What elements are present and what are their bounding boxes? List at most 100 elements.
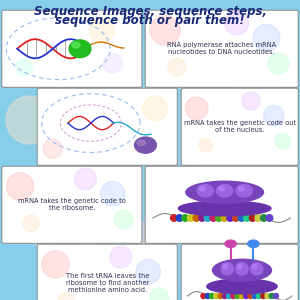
Circle shape	[263, 106, 284, 126]
Ellipse shape	[237, 264, 242, 269]
Circle shape	[244, 215, 250, 221]
Circle shape	[269, 293, 274, 298]
Circle shape	[274, 293, 278, 298]
Circle shape	[193, 215, 200, 221]
Circle shape	[110, 246, 132, 268]
FancyBboxPatch shape	[37, 244, 177, 300]
Circle shape	[243, 129, 285, 171]
Circle shape	[222, 293, 227, 298]
Circle shape	[225, 11, 249, 35]
Text: mRNA takes the genetic code out
of the nucleus.: mRNA takes the genetic code out of the n…	[184, 120, 296, 133]
Circle shape	[168, 58, 186, 76]
Circle shape	[226, 293, 232, 298]
Circle shape	[209, 293, 214, 298]
Ellipse shape	[252, 264, 257, 269]
Circle shape	[232, 215, 239, 221]
Circle shape	[210, 215, 217, 221]
FancyBboxPatch shape	[37, 88, 177, 165]
Circle shape	[189, 150, 261, 222]
Circle shape	[231, 293, 236, 298]
Circle shape	[265, 293, 270, 298]
Circle shape	[69, 243, 111, 285]
Ellipse shape	[197, 184, 214, 197]
FancyBboxPatch shape	[2, 166, 142, 243]
Circle shape	[221, 215, 228, 221]
Circle shape	[275, 134, 291, 149]
Ellipse shape	[248, 240, 259, 247]
Circle shape	[198, 36, 234, 72]
Circle shape	[100, 182, 125, 206]
Circle shape	[242, 92, 260, 110]
Circle shape	[227, 215, 233, 221]
Circle shape	[143, 96, 167, 121]
Ellipse shape	[135, 137, 156, 153]
Circle shape	[268, 53, 289, 74]
Circle shape	[75, 168, 96, 190]
Circle shape	[185, 97, 208, 120]
Circle shape	[150, 15, 180, 45]
Ellipse shape	[223, 264, 227, 269]
Ellipse shape	[219, 186, 225, 191]
Circle shape	[103, 54, 122, 73]
Circle shape	[249, 215, 256, 221]
Circle shape	[6, 173, 34, 200]
Circle shape	[228, 57, 282, 111]
Ellipse shape	[221, 262, 233, 275]
Circle shape	[199, 138, 212, 152]
Circle shape	[205, 293, 210, 298]
Ellipse shape	[69, 40, 91, 58]
Circle shape	[16, 59, 32, 75]
Circle shape	[201, 293, 206, 298]
Circle shape	[235, 293, 240, 298]
Circle shape	[255, 215, 262, 221]
Circle shape	[261, 215, 267, 221]
Text: The first tRNA leaves the
ribosome to find another
methionine amino acid.: The first tRNA leaves the ribosome to fi…	[66, 273, 149, 293]
Text: Sequence Images, sequence steps,: Sequence Images, sequence steps,	[34, 4, 266, 18]
Circle shape	[6, 96, 54, 144]
Ellipse shape	[212, 259, 272, 281]
Circle shape	[218, 293, 223, 298]
Circle shape	[256, 293, 261, 298]
Ellipse shape	[225, 240, 236, 247]
Circle shape	[216, 215, 222, 221]
Circle shape	[15, 186, 75, 246]
Circle shape	[90, 18, 114, 43]
Circle shape	[23, 215, 39, 231]
Circle shape	[252, 293, 257, 298]
Circle shape	[253, 24, 280, 51]
Circle shape	[214, 293, 219, 298]
Circle shape	[136, 260, 160, 284]
Circle shape	[114, 210, 133, 229]
Text: RNA polymerase attaches mRNA
nucleotides to DNA nucleotides.: RNA polymerase attaches mRNA nucleotides…	[167, 42, 276, 55]
Circle shape	[199, 215, 205, 221]
Ellipse shape	[186, 181, 263, 203]
Circle shape	[261, 293, 266, 298]
Circle shape	[252, 198, 288, 234]
Ellipse shape	[72, 42, 80, 48]
Circle shape	[182, 215, 188, 221]
Ellipse shape	[199, 186, 205, 191]
Circle shape	[58, 293, 74, 300]
Circle shape	[43, 139, 62, 158]
Ellipse shape	[250, 262, 263, 275]
Ellipse shape	[207, 279, 277, 294]
Circle shape	[126, 222, 174, 270]
Circle shape	[42, 251, 69, 278]
Ellipse shape	[137, 140, 146, 146]
Ellipse shape	[178, 201, 271, 216]
Circle shape	[238, 215, 245, 221]
Circle shape	[150, 288, 169, 300]
Circle shape	[239, 293, 244, 298]
FancyBboxPatch shape	[181, 88, 298, 165]
FancyBboxPatch shape	[181, 244, 298, 300]
Circle shape	[244, 293, 249, 298]
Circle shape	[248, 293, 253, 298]
FancyBboxPatch shape	[145, 10, 298, 87]
Circle shape	[176, 215, 183, 221]
Circle shape	[171, 215, 177, 221]
Circle shape	[45, 45, 285, 285]
FancyBboxPatch shape	[2, 10, 142, 87]
Ellipse shape	[217, 184, 233, 197]
Circle shape	[42, 147, 78, 183]
FancyBboxPatch shape	[145, 166, 298, 243]
